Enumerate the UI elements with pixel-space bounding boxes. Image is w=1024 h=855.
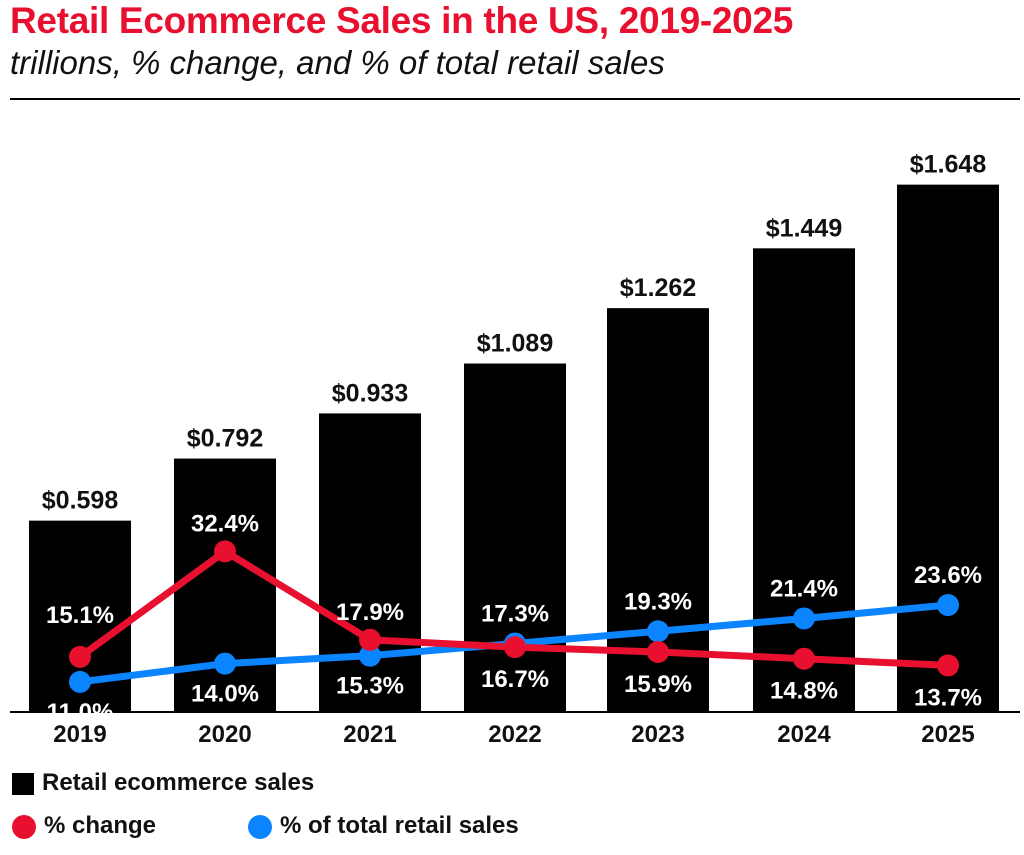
bar-value-label: $0.598 <box>42 487 119 515</box>
bar <box>464 363 566 712</box>
share-point <box>359 644 381 667</box>
x-tick-label: 2023 <box>631 721 684 748</box>
x-tick-label: 2020 <box>198 721 251 748</box>
bar <box>753 248 855 712</box>
change-point <box>793 647 815 670</box>
share-point <box>214 652 236 675</box>
legend-bars-label: Retail ecommerce sales <box>42 769 315 796</box>
change-label: 15.9% <box>624 671 692 698</box>
bar-value-label: $1.089 <box>477 330 553 358</box>
share-label: 23.6% <box>914 562 982 589</box>
change-point <box>937 654 959 677</box>
chart-title: Retail Ecommerce Sales in the US, 2019-2… <box>10 0 794 41</box>
legend-bar-swatch <box>12 773 34 795</box>
x-tick-label: 2025 <box>921 721 974 748</box>
share-point <box>793 607 815 630</box>
change-point <box>359 628 381 651</box>
change-label: 32.4% <box>191 510 259 537</box>
share-label: 21.4% <box>770 575 838 602</box>
bar-value-label: $1.648 <box>910 151 987 179</box>
legend-change-label: % change <box>44 812 157 839</box>
change-label: 14.8% <box>770 678 838 705</box>
chart: $0.598 $0.792 $0.933 $1.089 $1.262 $1.449 $1.6… <box>10 151 1020 748</box>
legend-share-swatch <box>248 815 272 839</box>
legend-share-label: % of total retail sales <box>280 812 519 839</box>
share-label: 11.0% <box>47 699 114 726</box>
share-label: 19.3% <box>624 588 692 615</box>
change-label: 13.7% <box>914 684 982 711</box>
legend-change-swatch <box>12 815 36 839</box>
x-tick-label: 2022 <box>488 721 541 748</box>
change-point <box>214 540 236 563</box>
share-point <box>937 594 959 617</box>
share-point <box>69 670 91 693</box>
change-point <box>69 645 91 668</box>
chart-subtitle: trillions, % change, and % of total reta… <box>10 44 665 81</box>
bar-value-label: $1.449 <box>766 214 842 242</box>
change-point <box>647 641 669 664</box>
bar-value-label: $0.792 <box>187 425 263 453</box>
x-tick-label: 2021 <box>343 721 396 748</box>
share-point <box>647 620 669 643</box>
change-label: 16.7% <box>481 666 549 693</box>
change-label: 15.1% <box>46 602 114 629</box>
title-divider <box>10 98 1020 100</box>
change-label: 17.9% <box>336 599 404 626</box>
share-label: 17.3% <box>481 600 549 627</box>
share-label: 15.3% <box>336 673 404 700</box>
bar <box>897 184 999 712</box>
bar-value-label: $0.933 <box>332 379 408 407</box>
change-point <box>504 636 526 659</box>
x-tick-label: 2019 <box>53 721 106 748</box>
share-label: 14.0% <box>191 681 259 708</box>
bar <box>319 413 421 712</box>
bar-value-label: $1.262 <box>620 274 696 302</box>
x-tick-label: 2024 <box>777 721 831 748</box>
